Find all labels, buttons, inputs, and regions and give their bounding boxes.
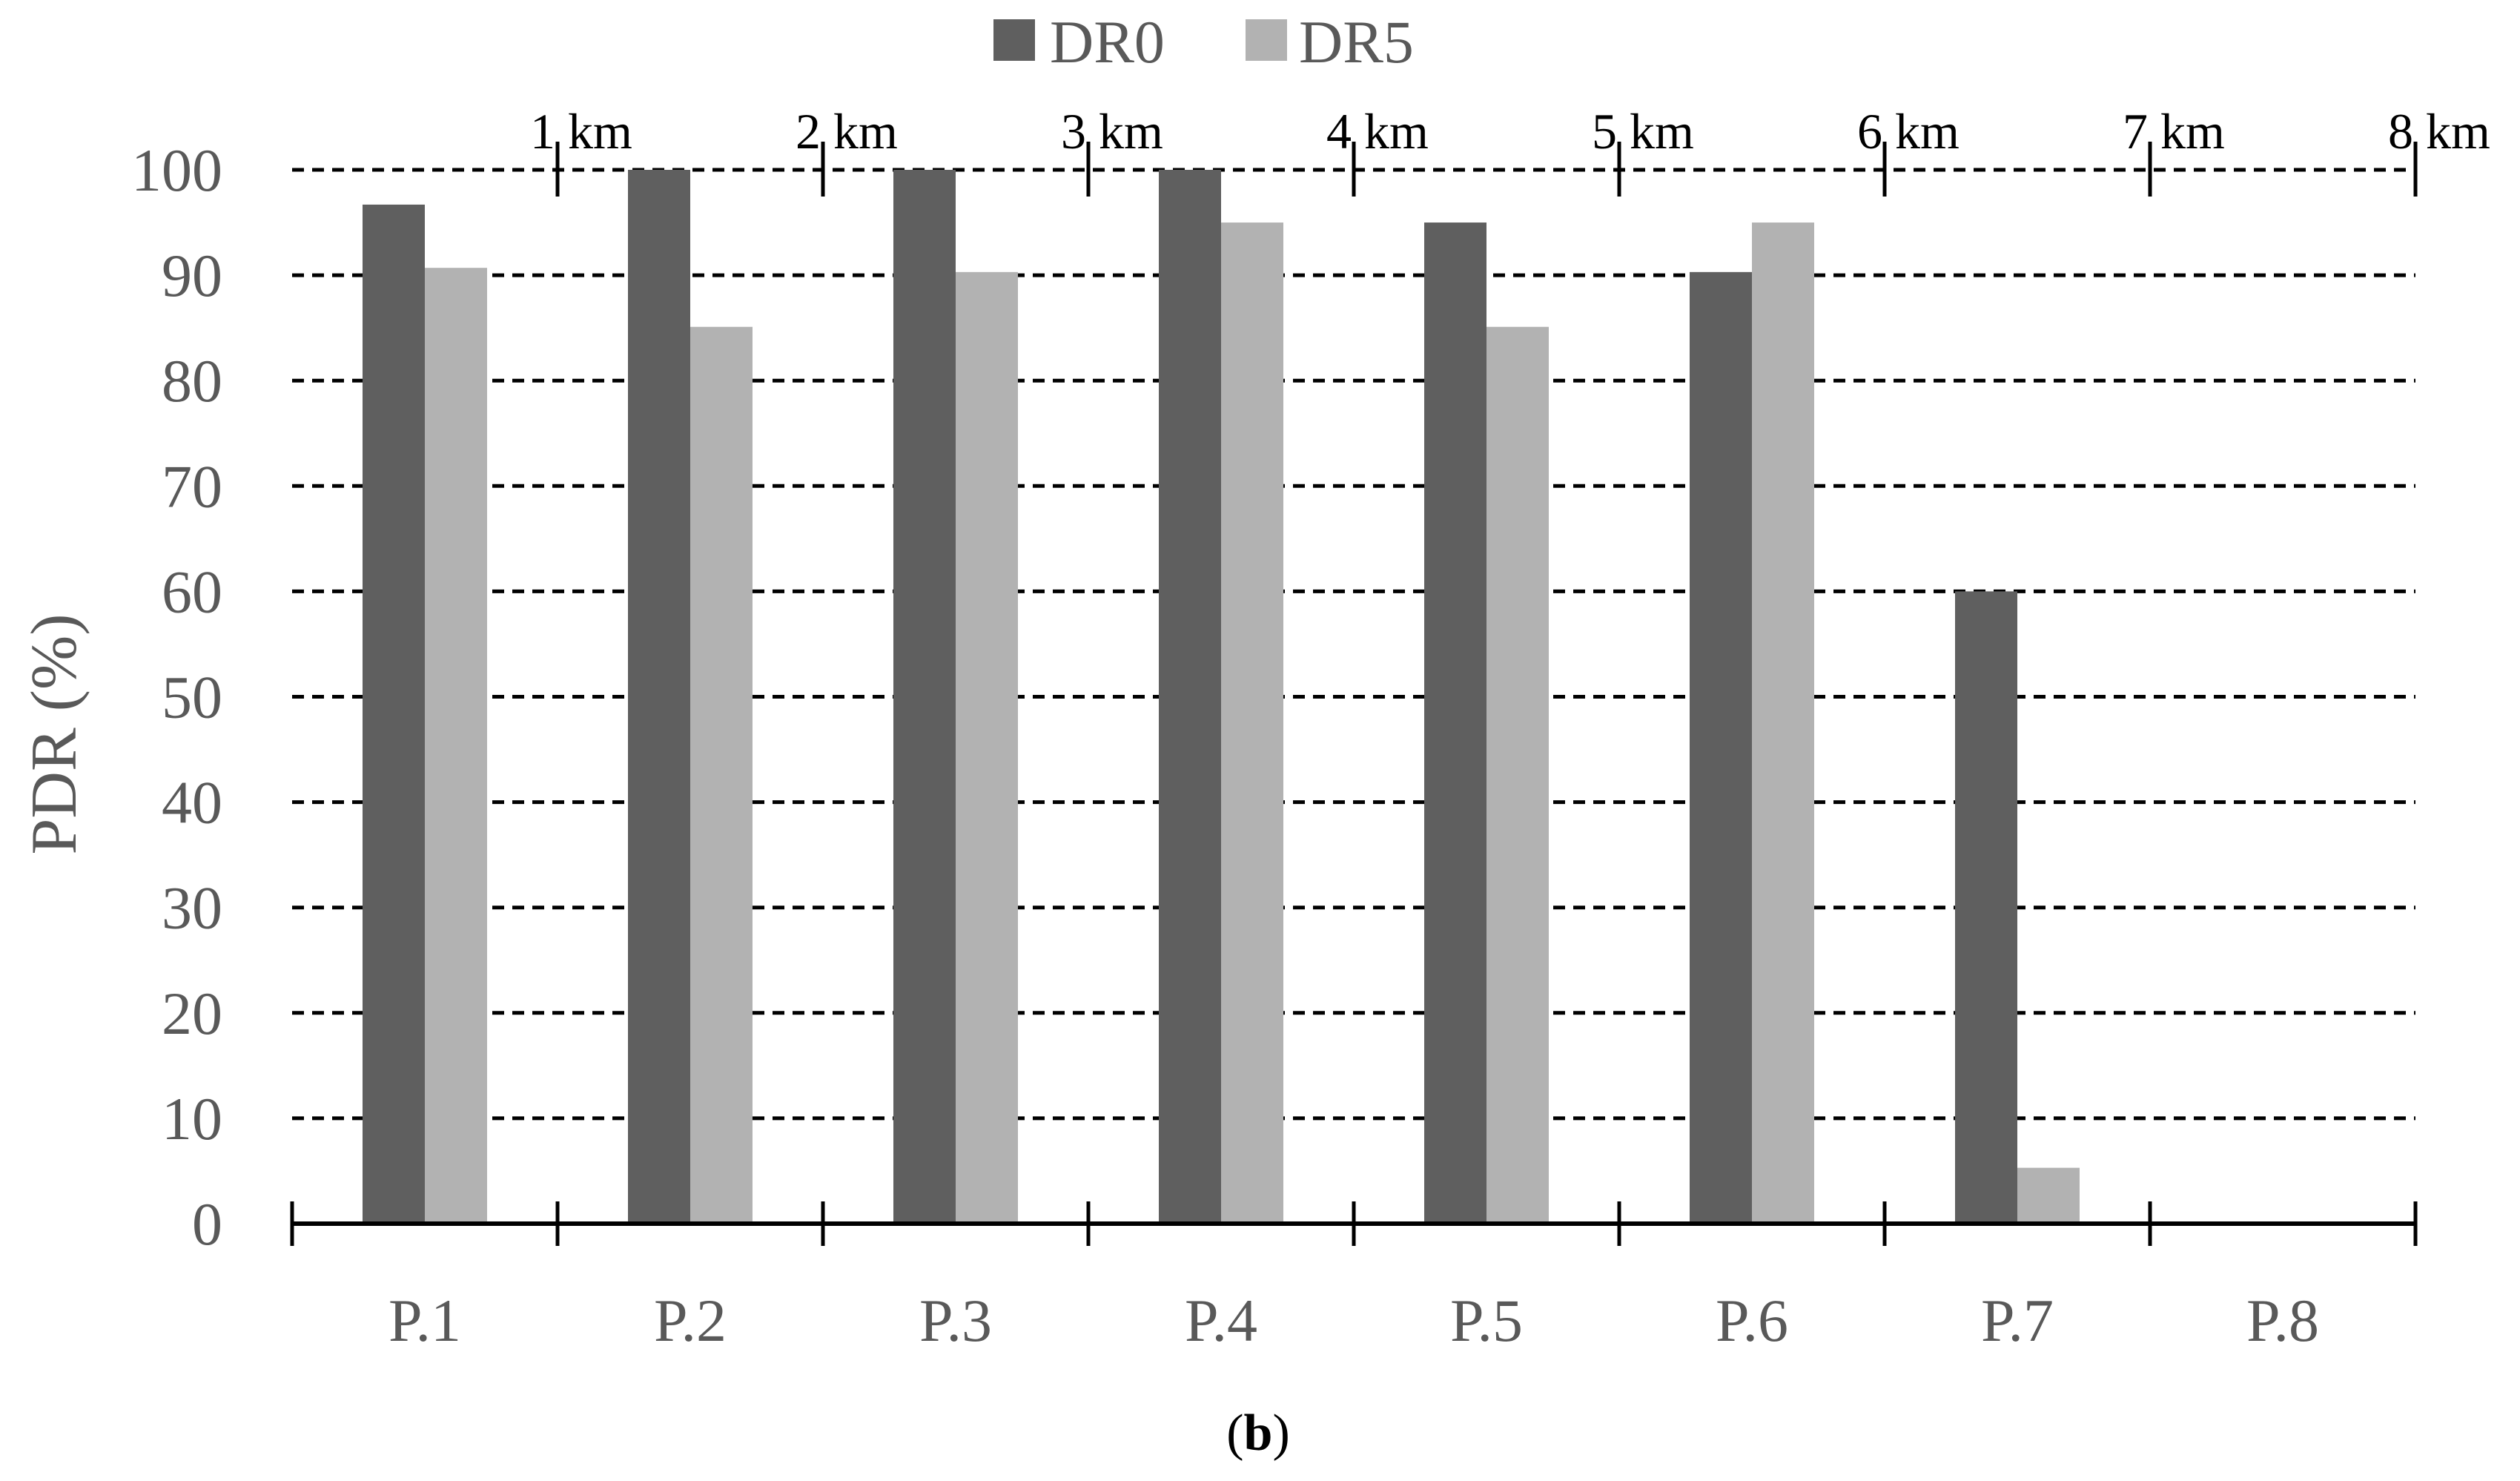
x-tick-label: P.5 bbox=[1450, 1287, 1523, 1354]
y-tick-label: 70 bbox=[162, 452, 222, 520]
y-tick-label: 10 bbox=[162, 1085, 222, 1152]
y-tick-label: 100 bbox=[131, 136, 222, 204]
distance-label: 3 km bbox=[1061, 103, 1163, 159]
bar-dr5-p6 bbox=[1752, 222, 1814, 1224]
distance-label: 8 km bbox=[2388, 103, 2490, 159]
legend-swatch-dr0 bbox=[993, 19, 1035, 61]
distance-label: 4 km bbox=[1326, 103, 1429, 159]
y-axis-title: PDR (%) bbox=[19, 613, 90, 854]
bar-dr5-p1 bbox=[425, 268, 487, 1224]
x-tick-labels: P.1 P.2 P.3 P.4 P.5 P.6 P.7 P.8 bbox=[388, 1287, 2319, 1354]
x-tick-label: P.4 bbox=[1185, 1287, 1257, 1354]
bars bbox=[363, 170, 2080, 1224]
bar-dr0-p6 bbox=[1690, 271, 1752, 1224]
distance-label: 7 km bbox=[2123, 103, 2225, 159]
bar-dr0-p4 bbox=[1159, 170, 1221, 1224]
distance-label: 1 km bbox=[530, 103, 632, 159]
x-tick-label: P.8 bbox=[2246, 1287, 2319, 1354]
axes bbox=[290, 1201, 2418, 1246]
x-tick-label: P.6 bbox=[1716, 1287, 1788, 1354]
distance-label: 5 km bbox=[1592, 103, 1694, 159]
legend-label-dr0: DR0 bbox=[1050, 8, 1165, 76]
x-tick-label: P.2 bbox=[654, 1287, 727, 1354]
bar-dr0-p7 bbox=[1955, 591, 2017, 1224]
y-tick-label: 40 bbox=[162, 769, 222, 837]
bar-dr5-p4 bbox=[1221, 222, 1283, 1224]
bar-dr5-p5 bbox=[1486, 326, 1549, 1224]
y-tick-label: 50 bbox=[162, 664, 222, 731]
bar-dr5-p2 bbox=[690, 326, 753, 1224]
y-tick-label: 80 bbox=[162, 347, 222, 415]
bar-dr5-p7 bbox=[2017, 1167, 2080, 1224]
distance-label: 2 km bbox=[796, 103, 898, 159]
distance-markers: 1 km 2 km 3 km 4 km 5 km 6 km 7 km 8 km bbox=[530, 103, 2490, 197]
y-tick-label: 90 bbox=[162, 242, 222, 309]
legend: DR0 DR5 bbox=[993, 8, 1414, 76]
legend-swatch-dr5 bbox=[1246, 19, 1287, 61]
y-tick-label: 0 bbox=[192, 1190, 222, 1258]
bar-dr0-p2 bbox=[628, 170, 690, 1224]
distance-label: 6 km bbox=[1857, 103, 1960, 159]
bar-dr5-p3 bbox=[956, 271, 1018, 1224]
y-tick-label: 30 bbox=[162, 874, 222, 942]
x-tick-label: P.3 bbox=[919, 1287, 992, 1354]
bar-dr0-p3 bbox=[893, 170, 956, 1224]
x-tick-label: P.1 bbox=[388, 1287, 461, 1354]
x-tick-label: P.7 bbox=[1981, 1287, 2054, 1354]
figure-caption: (b) bbox=[1226, 1405, 1290, 1462]
y-tick-label: 60 bbox=[162, 558, 222, 625]
legend-label-dr5: DR5 bbox=[1299, 8, 1414, 76]
gridlines bbox=[292, 168, 2415, 1121]
y-tick-label: 20 bbox=[162, 980, 222, 1047]
bar-dr0-p5 bbox=[1424, 222, 1486, 1224]
y-tick-labels: 0 10 20 30 40 50 60 70 80 90 100 bbox=[131, 136, 222, 1258]
bar-dr0-p1 bbox=[363, 204, 425, 1224]
